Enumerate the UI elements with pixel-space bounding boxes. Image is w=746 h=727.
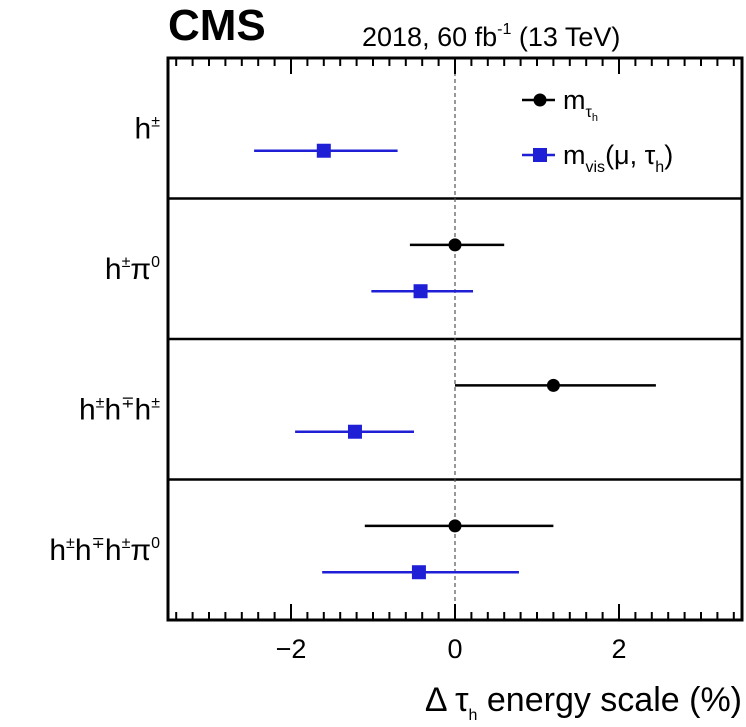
- category-label-part: ∓: [92, 535, 105, 552]
- category-label-part: h: [105, 534, 122, 567]
- category-label-part: h: [135, 112, 152, 145]
- legend-label-m_tau_h: mτh: [563, 85, 598, 124]
- category-label-part: h: [75, 534, 92, 567]
- category-label-part: 0: [151, 254, 160, 271]
- category-label-part: h: [49, 534, 66, 567]
- category-label-part: h: [135, 393, 152, 426]
- marker-m_tau_h: [448, 238, 462, 252]
- category-label-part: ±: [66, 535, 75, 552]
- experiment-label: CMS: [168, 1, 266, 50]
- legend-marker-m_vis: [533, 148, 547, 162]
- x-tick-label: 0: [447, 634, 462, 664]
- legend-label-part: h: [592, 112, 598, 124]
- legend-label-part: (μ, τ: [605, 140, 656, 170]
- category-label-part: π: [130, 534, 151, 567]
- category-label: h±π0: [105, 253, 160, 286]
- category-label-part: ∓: [121, 394, 134, 411]
- marker-m_tau_h: [448, 519, 462, 533]
- legend-label-part: τ: [586, 104, 593, 121]
- category-label-part: h: [104, 393, 121, 426]
- category-label-part: 0: [151, 535, 160, 552]
- marker-m_vis: [347, 424, 362, 439]
- category-label: h±h∓h±: [79, 393, 160, 426]
- category-label: h±h∓h±π0: [49, 534, 160, 567]
- marker-m_vis: [413, 284, 428, 299]
- x-tick-label: −2: [276, 634, 307, 664]
- marker-m_vis: [316, 143, 331, 158]
- legend-marker-m_tau_h: [533, 93, 547, 107]
- legend-label-part: h: [655, 159, 664, 176]
- category-label-part: ±: [151, 394, 160, 411]
- luminosity-label: 2018, 60 fb-1 (13 TeV): [362, 21, 620, 52]
- marker-m_vis: [411, 565, 426, 580]
- x-axis-label: Δ τh energy scale (%): [425, 681, 742, 724]
- legend-label-part: vis: [586, 159, 606, 176]
- category-label-part: h: [105, 253, 122, 286]
- category-label-part: h: [79, 393, 96, 426]
- x-tick-label: 2: [611, 634, 626, 664]
- legend-label-m_vis: mvis(μ, τh): [563, 140, 673, 176]
- legend-label-part: ): [664, 140, 673, 170]
- category-label-part: ±: [151, 113, 160, 130]
- category-label-part: π: [130, 253, 151, 286]
- category-label: h±: [135, 112, 161, 145]
- legend-label-part: m: [563, 85, 586, 115]
- legend-label-part: m: [563, 140, 586, 170]
- category-label-part: ±: [96, 394, 105, 411]
- marker-m_tau_h: [546, 378, 560, 392]
- category-label-part: ±: [122, 254, 131, 271]
- category-label-part: ±: [122, 535, 131, 552]
